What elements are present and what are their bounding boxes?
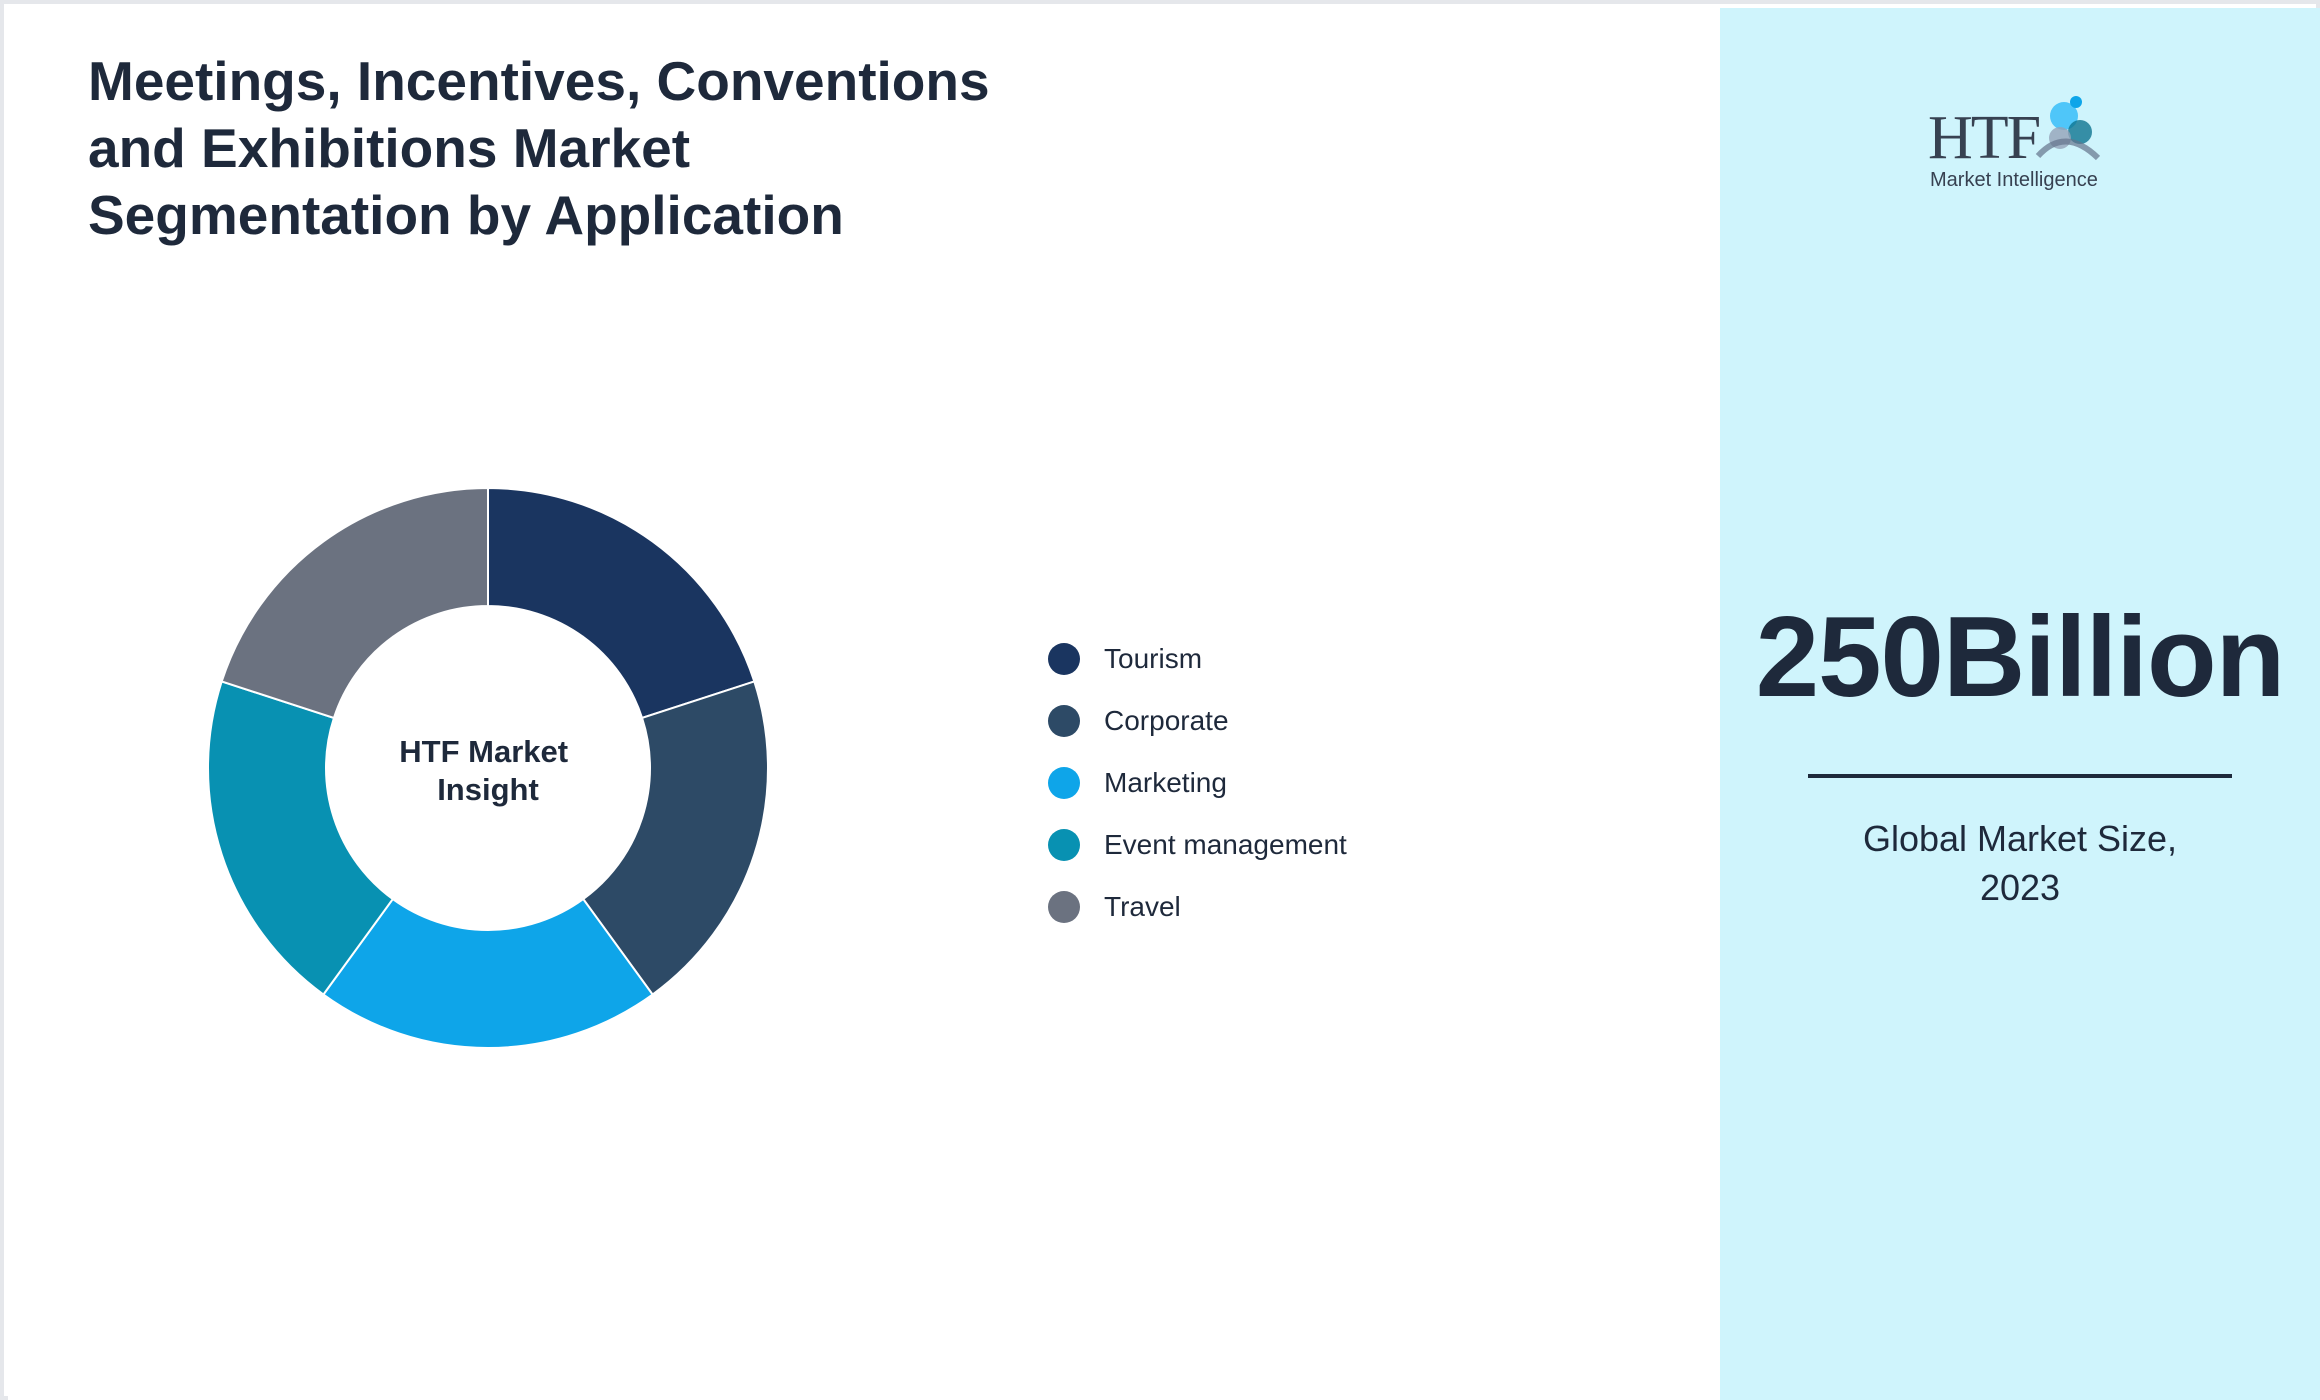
donut-slices [207,486,769,1050]
legend-swatch [1048,891,1080,923]
donut-slice-marketing [322,897,654,1050]
donut-center-label: HTF Market Insight [399,734,576,807]
market-size-caption: Global Market Size, 2023 [1862,818,2178,908]
legend-item: Event management [1048,814,1347,876]
donut-slice-travel [220,486,489,720]
legend-item: Travel [1048,876,1347,938]
legend-item: Tourism [1048,628,1347,690]
donut-slice-tourism [487,486,756,720]
legend-swatch [1048,643,1080,675]
donut-slice-corporate [581,680,769,996]
svg-text:Market Intelligence: Market Intelligence [1930,169,2098,191]
chart-legend: Tourism Corporate Marketing Event managemen… [1048,628,1347,938]
legend-label: Marketing [1104,767,1227,798]
chart-title: Meetings, Incentives, Conventions and Ex… [88,50,990,246]
legend-item: Corporate [1048,690,1347,752]
legend-label: Corporate [1104,705,1229,736]
legend-label: Event management [1104,829,1347,860]
divider [1808,774,2232,778]
htf-logo: HTF Market Intelligence [1928,96,2101,191]
chart-panel: Meetings, Incentives, Conventions and Ex… [8,8,1720,1400]
donut-slice-event-management [207,680,395,996]
legend-label: Tourism [1104,643,1203,674]
donut-chart: HTF Market Insight [207,486,769,1050]
legend-swatch [1048,767,1080,799]
legend-item: Marketing [1048,752,1347,814]
svg-text:HTF: HTF [1928,104,2040,172]
legend-swatch [1048,829,1080,861]
market-size-value: 250Billion [1755,594,2286,721]
legend-swatch [1048,705,1080,737]
legend-label: Travel [1104,891,1181,922]
summary-panel: HTF Market Intelligence 250Billion Globa… [1720,8,2320,1400]
